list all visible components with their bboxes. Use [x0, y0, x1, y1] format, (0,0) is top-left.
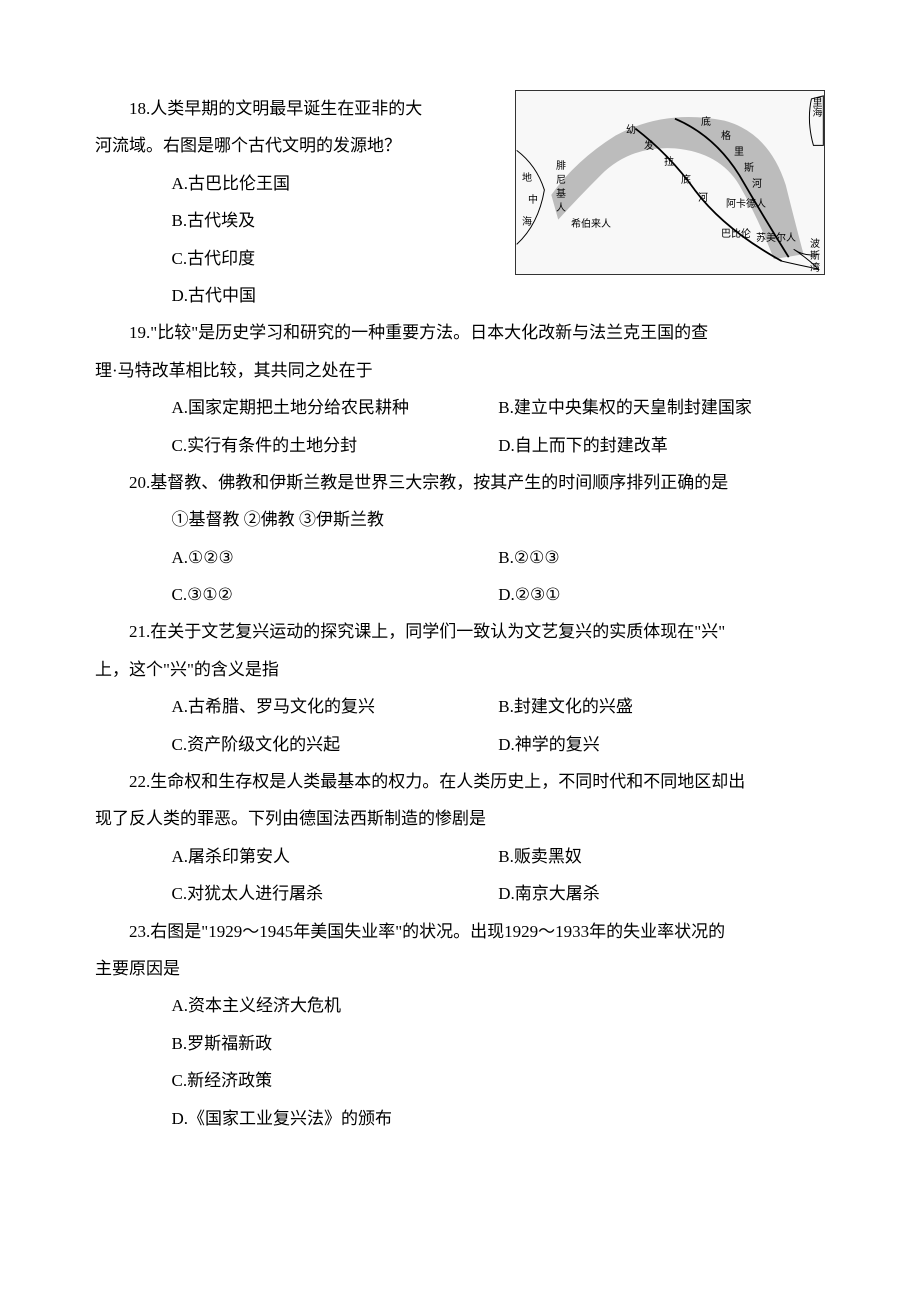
- q18-map-figure: 里海 地 中 海 腓 尼 基 人 希伯来人 幼 发 拉 底 河 底 格 里 斯 …: [515, 90, 825, 275]
- q20-stem: 20.基督教、佛教和伊斯兰教是世界三大宗教，按其产生的时间顺序排列正确的是: [95, 464, 825, 501]
- q21-opt-a: A.古希腊、罗马文化的复兴: [172, 688, 499, 725]
- q22-opt-a: A.屠杀印第安人: [172, 838, 499, 875]
- map-label-eu3: 拉: [664, 157, 674, 168]
- map-label-phoen1: 腓: [556, 161, 566, 172]
- q23-opt-b: B.罗斯福新政: [172, 1025, 826, 1062]
- map-label-ti1: 底: [701, 117, 711, 128]
- q22-stem-line1: 22.生命权和生存权是人类最基本的权力。在人类历史上，不同时代和不同地区却出: [95, 763, 825, 800]
- q20-opt-a: A.①②③: [172, 539, 499, 576]
- map-label-eu2: 发: [644, 141, 654, 152]
- q22-opt-c: C.对犹太人进行屠杀: [172, 875, 499, 912]
- q21-opt-b: B.封建文化的兴盛: [498, 688, 825, 725]
- q19-opt-c: C.实行有条件的土地分封: [172, 427, 499, 464]
- q19-options: A.国家定期把土地分给农民耕种 B.建立中央集权的天皇制封建国家 C.实行有条件…: [95, 389, 825, 464]
- q19-opt-d: D.自上而下的封建改革: [498, 427, 825, 464]
- q21-stem-line1: 21.在关于文艺复兴运动的探究课上，同学们一致认为文艺复兴的实质体现在"兴": [95, 613, 825, 650]
- map-label-med3: 海: [522, 217, 532, 228]
- q23-stem-line2: 主要原因是: [95, 950, 825, 987]
- map-label-hebrew: 希伯来人: [571, 219, 611, 230]
- q23-opt-a: A.资本主义经济大危机: [172, 987, 826, 1024]
- map-label-eu5: 河: [698, 193, 708, 204]
- map-label-gulf1: 波: [810, 239, 820, 250]
- q21-stem-line2: 上，这个"兴"的含义是指: [95, 651, 825, 688]
- map-label-phoen4: 人: [556, 203, 566, 214]
- map-label-ti4: 斯: [744, 163, 754, 174]
- map-label-eu1: 幼: [626, 125, 636, 136]
- q23-options: A.资本主义经济大危机 B.罗斯福新政 C.新经济政策 D.《国家工业复兴法》的…: [95, 987, 825, 1137]
- q20-opt-c: C.③①②: [172, 576, 499, 613]
- map-label-ti3: 里: [734, 147, 744, 158]
- exam-page: 里海 地 中 海 腓 尼 基 人 希伯来人 幼 发 拉 底 河 底 格 里 斯 …: [95, 90, 825, 1137]
- map-label-med2: 中: [528, 195, 538, 206]
- q22-stem-line2: 现了反人类的罪恶。下列由德国法西斯制造的惨剧是: [95, 800, 825, 837]
- q19-stem-line2: 理·马特改革相比较，其共同之处在于: [95, 352, 825, 389]
- q19-stem-line1: 19."比较"是历史学习和研究的一种重要方法。日本大化改新与法兰克王国的查: [95, 314, 825, 351]
- map-label-gulf3: 湾: [810, 263, 820, 274]
- map-label-babylon: 巴比伦: [721, 229, 751, 240]
- q21-opt-d: D.神学的复兴: [498, 726, 825, 763]
- q23-stem-line1: 23.右图是"1929～1945年美国失业率"的状况。出现1929～1933年的…: [95, 913, 825, 950]
- map-label-gulf2: 斯: [810, 251, 820, 262]
- q20-sub: ①基督教 ②佛教 ③伊斯兰教: [95, 501, 825, 538]
- q18-opt-d: D.古代中国: [172, 277, 826, 314]
- q19-opt-b: B.建立中央集权的天皇制封建国家: [498, 389, 825, 426]
- map-label-phoen2: 尼: [556, 175, 566, 186]
- map-label-akkad: 阿卡德人: [726, 199, 766, 210]
- q21-opt-c: C.资产阶级文化的兴起: [172, 726, 499, 763]
- q20-opt-b: B.②①③: [498, 539, 825, 576]
- q22-opt-b: B.贩卖黑奴: [498, 838, 825, 875]
- map-label-sumer: 苏美尔人: [756, 233, 796, 244]
- q22-opt-d: D.南京大屠杀: [498, 875, 825, 912]
- map-label-med1: 地: [522, 173, 532, 184]
- q20-options: A.①②③ B.②①③ C.③①② D.②③①: [95, 539, 825, 614]
- map-label-eu4: 底: [681, 175, 691, 186]
- map-label-ti5: 河: [752, 179, 762, 190]
- q22-options: A.屠杀印第安人 B.贩卖黑奴 C.对犹太人进行屠杀 D.南京大屠杀: [95, 838, 825, 913]
- map-label-caspian: 里海: [810, 97, 821, 117]
- map-label-ti2: 格: [721, 131, 731, 142]
- q20-opt-d: D.②③①: [498, 576, 825, 613]
- q21-options: A.古希腊、罗马文化的复兴 B.封建文化的兴盛 C.资产阶级文化的兴起 D.神学…: [95, 688, 825, 763]
- q19-opt-a: A.国家定期把土地分给农民耕种: [172, 389, 499, 426]
- map-label-phoen3: 基: [556, 189, 566, 200]
- q23-opt-c: C.新经济政策: [172, 1062, 826, 1099]
- q23-opt-d: D.《国家工业复兴法》的颁布: [172, 1100, 826, 1137]
